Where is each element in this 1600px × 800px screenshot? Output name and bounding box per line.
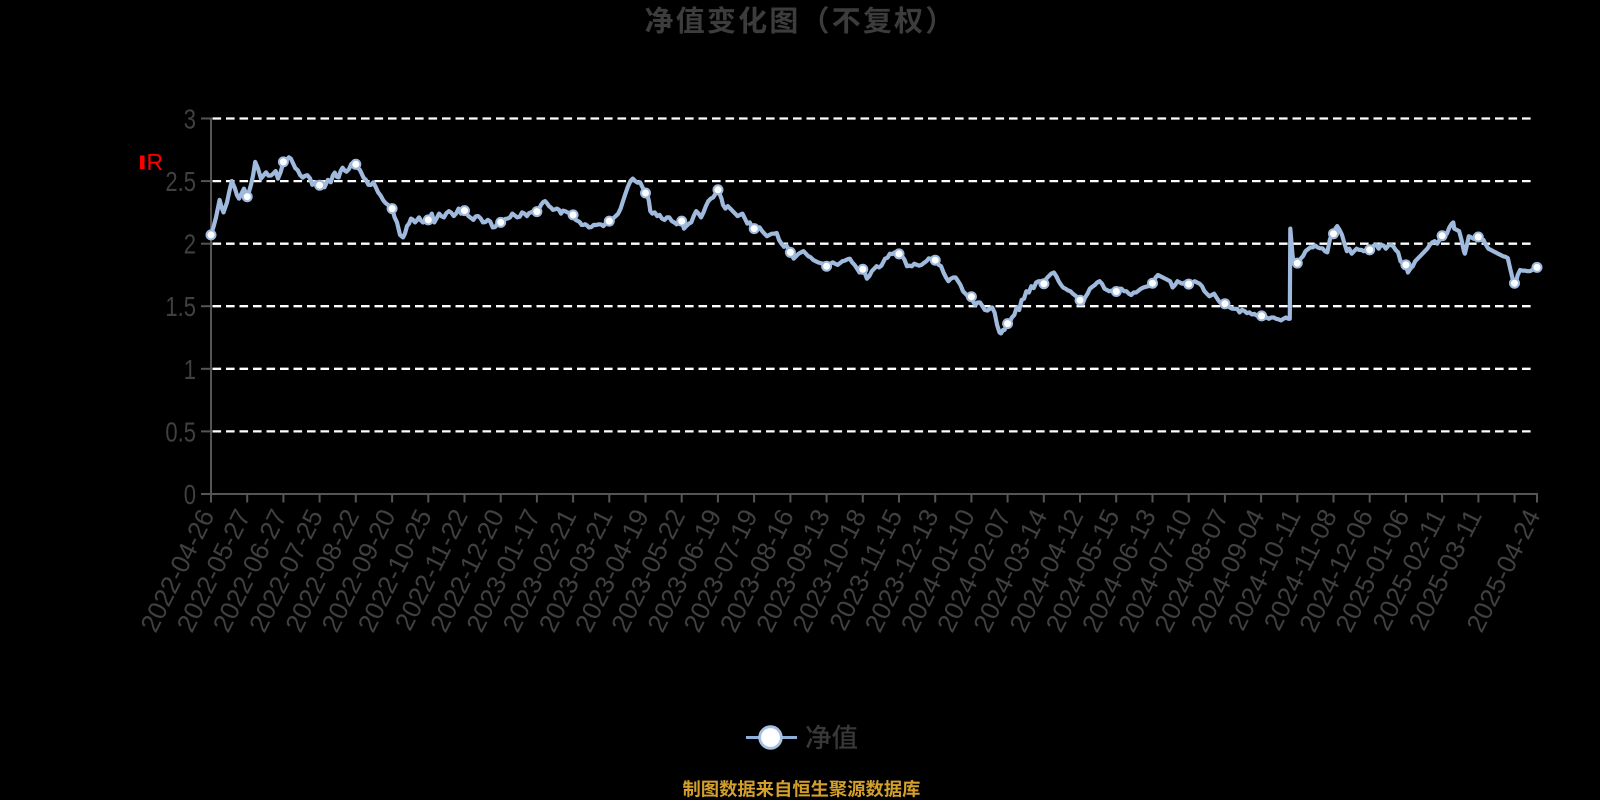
svg-text:0.5: 0.5 [165,417,196,448]
svg-text:2: 2 [184,229,196,260]
svg-text:1: 1 [184,355,196,386]
svg-text:0: 0 [184,480,196,511]
svg-text:R: R [147,149,164,175]
svg-text:1.5: 1.5 [165,292,196,323]
svg-text:3: 3 [184,104,196,135]
svg-text:2.5: 2.5 [165,167,196,198]
